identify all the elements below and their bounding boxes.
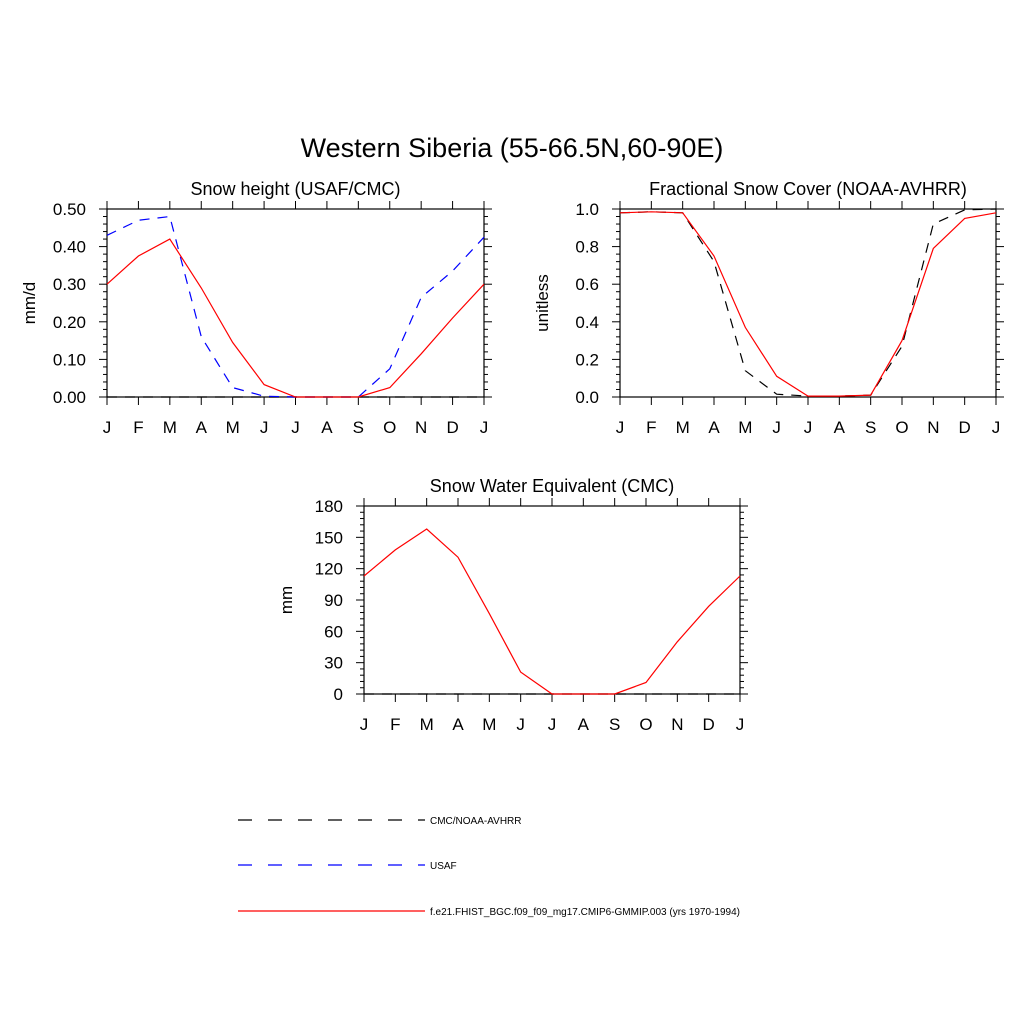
panel-title: Fractional Snow Cover (NOAA-AVHRR) (649, 179, 967, 199)
x-tick-label: A (578, 715, 590, 734)
x-tick-label: J (260, 418, 269, 437)
panel-title: Snow height (USAF/CMC) (190, 179, 400, 199)
x-tick-label: J (992, 418, 1001, 437)
y-tick-label: 0.50 (53, 200, 86, 219)
x-tick-label: N (671, 715, 683, 734)
series-line (619, 208, 997, 397)
x-tick-label: M (163, 418, 177, 437)
y-tick-label: 0 (334, 685, 343, 704)
y-axis-label: mm/d (20, 282, 39, 325)
x-tick-label: J (616, 418, 625, 437)
legend: CMC/NOAA-AVHRR USAF f.e21.FHIST_BGC.f09_f0… (238, 816, 740, 918)
x-tick-label: O (383, 418, 396, 437)
x-tick-label: N (927, 418, 939, 437)
plot-frame (619, 208, 997, 398)
y-tick-label: 0.40 (53, 238, 86, 257)
plot-frame (106, 208, 485, 398)
x-tick-label: A (708, 418, 720, 437)
x-tick-label: J (516, 715, 525, 734)
x-tick-label: M (226, 418, 240, 437)
y-tick-label: 0.20 (53, 313, 86, 332)
x-tick-label: O (639, 715, 652, 734)
legend-label: CMC/NOAA-AVHRR (430, 816, 521, 827)
series-line (619, 211, 997, 397)
series-line (363, 528, 741, 695)
panel-title: Snow Water Equivalent (CMC) (430, 476, 674, 496)
x-tick-label: M (420, 715, 434, 734)
x-tick-label: D (959, 418, 971, 437)
series-line (106, 215, 485, 398)
y-axis-label: unitless (533, 274, 552, 332)
y-tick-label: 0.4 (575, 313, 599, 332)
legend-label: f.e21.FHIST_BGC.f09_f09_mg17.CMIP6-GMMIP… (430, 907, 740, 918)
fractional-snow-cover-panel: Fractional Snow Cover (NOAA-AVHRR) 0.0 0.2… (533, 179, 1004, 437)
x-tick-label: J (480, 418, 489, 437)
y-tick-label: 1.0 (575, 200, 599, 219)
chart-panels: Snow height (USAF/CMC)0.000.100.200.300.… (20, 179, 1004, 734)
y-tick-label: 90 (324, 591, 343, 610)
y-axis-label: mm (277, 586, 296, 614)
x-tick-label: A (834, 418, 846, 437)
x-tick-label: J (548, 715, 557, 734)
x-tick-label: A (196, 418, 208, 437)
x-tick-label: D (446, 418, 458, 437)
y-tick-label: 0.30 (53, 275, 86, 294)
y-tick-label: 0.2 (575, 350, 599, 369)
y-tick-label: 30 (324, 654, 343, 673)
x-tick-label: F (133, 418, 143, 437)
x-tick-label: S (865, 418, 876, 437)
x-tick-label: F (646, 418, 656, 437)
x-tick-label: F (390, 715, 400, 734)
snow-height-panel: Snow height (USAF/CMC) 0.00 0.10 0.20 0.30 0.… (20, 179, 492, 437)
y-tick-label: 60 (324, 622, 343, 641)
x-tick-label: J (736, 715, 745, 734)
x-tick-label: M (738, 418, 752, 437)
x-tick-label: O (895, 418, 908, 437)
x-tick-label: J (772, 418, 781, 437)
y-tick-label: 180 (315, 497, 343, 516)
y-tick-label: 0.8 (575, 238, 599, 257)
x-tick-label: N (415, 418, 427, 437)
snow-water-equivalent-panel: Snow Water Equivalent (CMC) 0 30 60 90 120 150… (277, 476, 748, 734)
y-tick-label: 0.0 (575, 388, 599, 407)
x-tick-label: A (321, 418, 333, 437)
legend-label: USAF (430, 861, 457, 872)
series-line (106, 238, 485, 398)
x-tick-label: S (609, 715, 620, 734)
figure-title: Western Siberia (55-66.5N,60-90E) (301, 133, 724, 163)
x-tick-label: M (482, 715, 496, 734)
y-tick-label: 120 (315, 560, 343, 579)
x-tick-label: J (804, 418, 813, 437)
y-tick-label: 150 (315, 528, 343, 547)
x-tick-label: M (676, 418, 690, 437)
x-tick-label: J (360, 715, 369, 734)
x-tick-label: S (353, 418, 364, 437)
x-tick-label: J (103, 418, 112, 437)
y-tick-label: 0.6 (575, 275, 599, 294)
x-tick-label: D (703, 715, 715, 734)
y-tick-label: 0.10 (53, 350, 86, 369)
plot-frame (363, 505, 741, 695)
x-tick-label: A (452, 715, 464, 734)
y-tick-label: 0.00 (53, 388, 86, 407)
x-tick-label: J (291, 418, 300, 437)
